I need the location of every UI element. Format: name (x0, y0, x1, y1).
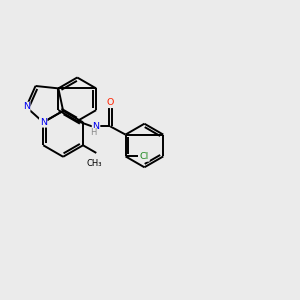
Text: N: N (93, 122, 100, 131)
Text: O: O (106, 98, 114, 107)
Text: Cl: Cl (140, 152, 149, 161)
Text: N: N (40, 118, 47, 127)
Text: N: N (23, 103, 30, 112)
Text: CH₃: CH₃ (86, 159, 102, 168)
Text: H: H (90, 128, 96, 137)
